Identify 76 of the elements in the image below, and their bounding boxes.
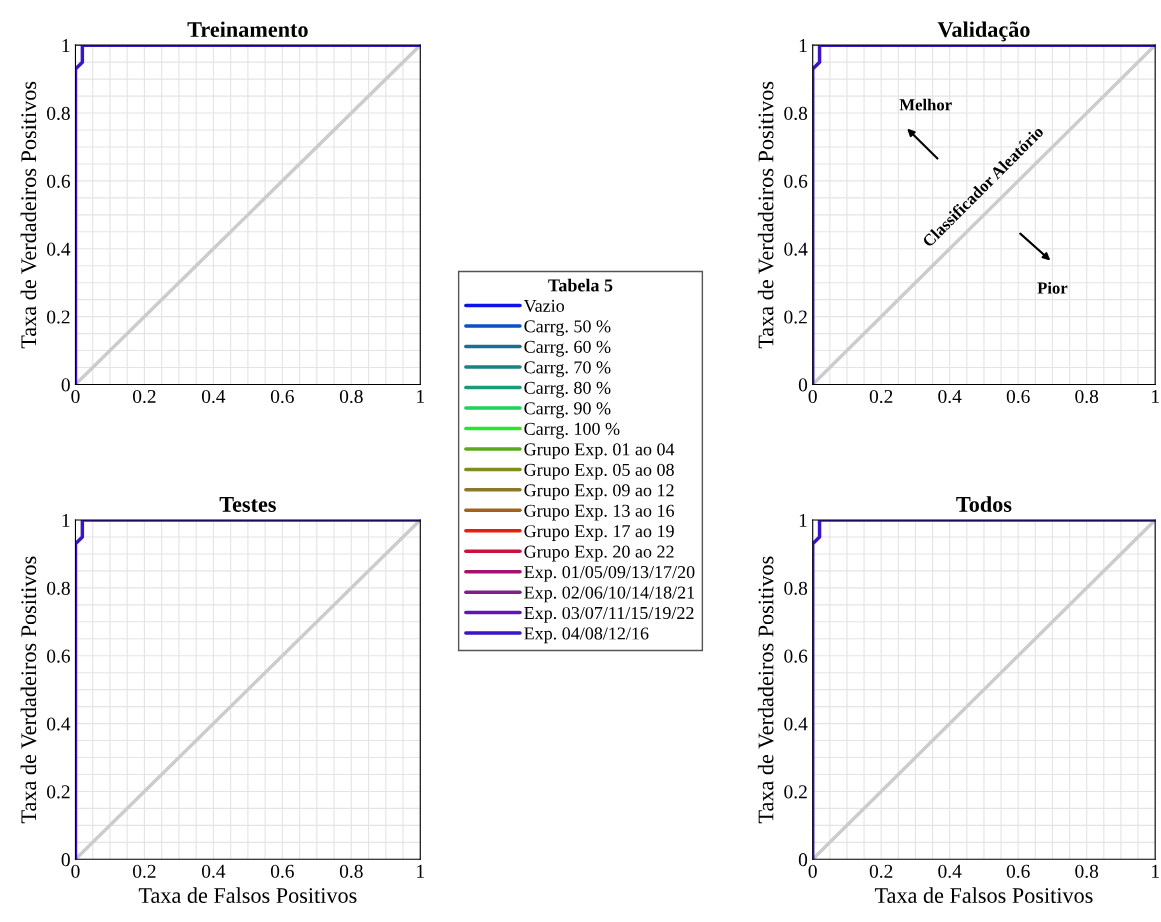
legend-label: Carrg. 90 % — [524, 402, 611, 419]
x-tick-label: 0.2 — [133, 389, 156, 404]
y-tick-label: 1 — [62, 39, 70, 52]
y-tick-label: 0.2 — [784, 310, 807, 324]
legend-label: Exp. 03/07/11/15/19/22 — [524, 606, 694, 623]
y-tick-label: 0.6 — [784, 649, 808, 663]
legend-label: Carrg. 70 % — [524, 361, 611, 378]
legend-label: Grupo Exp. 17 ao 19 — [524, 525, 674, 541]
annotation: Melhor — [899, 98, 952, 111]
y-tick-label: 1 — [62, 513, 70, 527]
y-tick-label: 0 — [61, 853, 70, 867]
legend-label: Grupo Exp. 20 ao 22 — [524, 545, 674, 562]
y-tick-label: 0 — [61, 378, 70, 392]
x-tick-label: 0.8 — [339, 864, 363, 878]
x-tick-label: 0.4 — [201, 389, 226, 404]
legend-label: Carrg. 100 % — [524, 422, 620, 439]
legend-label: Exp. 04/08/12/16 — [524, 627, 649, 644]
legend-label: Carrg. 80 % — [524, 381, 611, 398]
y-tick-label: 0.4 — [784, 717, 808, 731]
y-axis-title: Taxa de Verdadeiros Positivos — [20, 81, 37, 349]
legend-title: Tabela 5 — [548, 278, 613, 292]
x-tick-label: 0.2 — [869, 864, 893, 878]
y-tick-label: 0.6 — [784, 174, 808, 188]
legend-label: Grupo Exp. 05 ao 08 — [524, 463, 674, 480]
x-tick-label: 1 — [417, 389, 424, 403]
x-tick-label: 0.8 — [339, 389, 363, 404]
y-tick-label: 1 — [799, 513, 807, 527]
y-tick-label: 0.4 — [47, 242, 71, 256]
x-axis-title: Taxa de Falsos Positivos — [138, 887, 357, 903]
legend-label: Carrg. 60 % — [524, 340, 611, 357]
y-tick-label: 0.6 — [47, 649, 71, 663]
legend-label: Grupo Exp. 01 ao 04 — [524, 443, 675, 460]
x-tick-label: 0.4 — [201, 864, 226, 878]
x-tick-label: 1 — [1152, 864, 1159, 878]
legend-label: Carrg. 50 % — [524, 320, 611, 337]
x-tick-label: 0.6 — [270, 864, 294, 878]
x-tick-label: 0.2 — [869, 389, 893, 404]
y-tick-label: 0.4 — [784, 242, 808, 256]
x-axis-title: Taxa de Falsos Positivos — [874, 887, 1093, 903]
y-tick-label: 0.2 — [47, 310, 70, 324]
x-tick-label: 0.4 — [938, 389, 962, 404]
chart-title: Validação — [937, 21, 1030, 42]
x-tick-label: 0 — [808, 864, 817, 878]
y-axis-title: Taxa de Verdadeiros Positivos — [757, 81, 774, 349]
y-tick-label: 0.4 — [47, 717, 71, 731]
x-tick-label: 0.6 — [270, 389, 294, 404]
y-tick-label: 0 — [798, 378, 808, 392]
y-tick-label: 0.8 — [784, 106, 808, 121]
x-tick-label: 1 — [417, 864, 424, 878]
y-tick-label: 0.6 — [47, 174, 71, 188]
legend-label: Grupo Exp. 13 ao 16 — [524, 504, 675, 521]
y-tick-label: 0.8 — [47, 581, 70, 595]
legend-label: Exp. 01/05/09/13/17/20 — [524, 566, 695, 582]
x-tick-label: 0.8 — [1075, 389, 1099, 404]
y-tick-label: 0 — [798, 853, 808, 867]
legend-label: Exp. 02/06/10/14/18/21 — [524, 586, 695, 603]
x-tick-label: 0.8 — [1075, 864, 1099, 878]
chart-title: Treinamento — [187, 21, 308, 38]
x-tick-label: 0.6 — [1006, 389, 1030, 404]
x-tick-label: 1 — [1152, 389, 1159, 403]
chart-title: Testes — [219, 497, 276, 512]
y-tick-label: 0.8 — [47, 106, 70, 121]
x-tick-label: 0.2 — [133, 864, 156, 878]
legend-label: Grupo Exp. 09 ao 12 — [524, 484, 674, 501]
y-axis-title: Taxa de Verdadeiros Positivos — [20, 556, 37, 824]
y-tick-label: 0.8 — [784, 581, 808, 595]
legend-label: Vazio — [523, 299, 565, 313]
y-tick-label: 0.2 — [784, 785, 807, 799]
x-tick-label: 0 — [71, 864, 80, 878]
y-tick-label: 1 — [799, 39, 807, 52]
x-tick-label: 0.4 — [938, 864, 962, 878]
y-axis-title: Taxa de Verdadeiros Positivos — [757, 556, 774, 824]
x-tick-label: 0.6 — [1006, 864, 1030, 878]
chart-title: Todos — [956, 496, 1012, 512]
annotation: Pior — [1037, 281, 1068, 294]
y-tick-label: 0.2 — [47, 785, 70, 799]
